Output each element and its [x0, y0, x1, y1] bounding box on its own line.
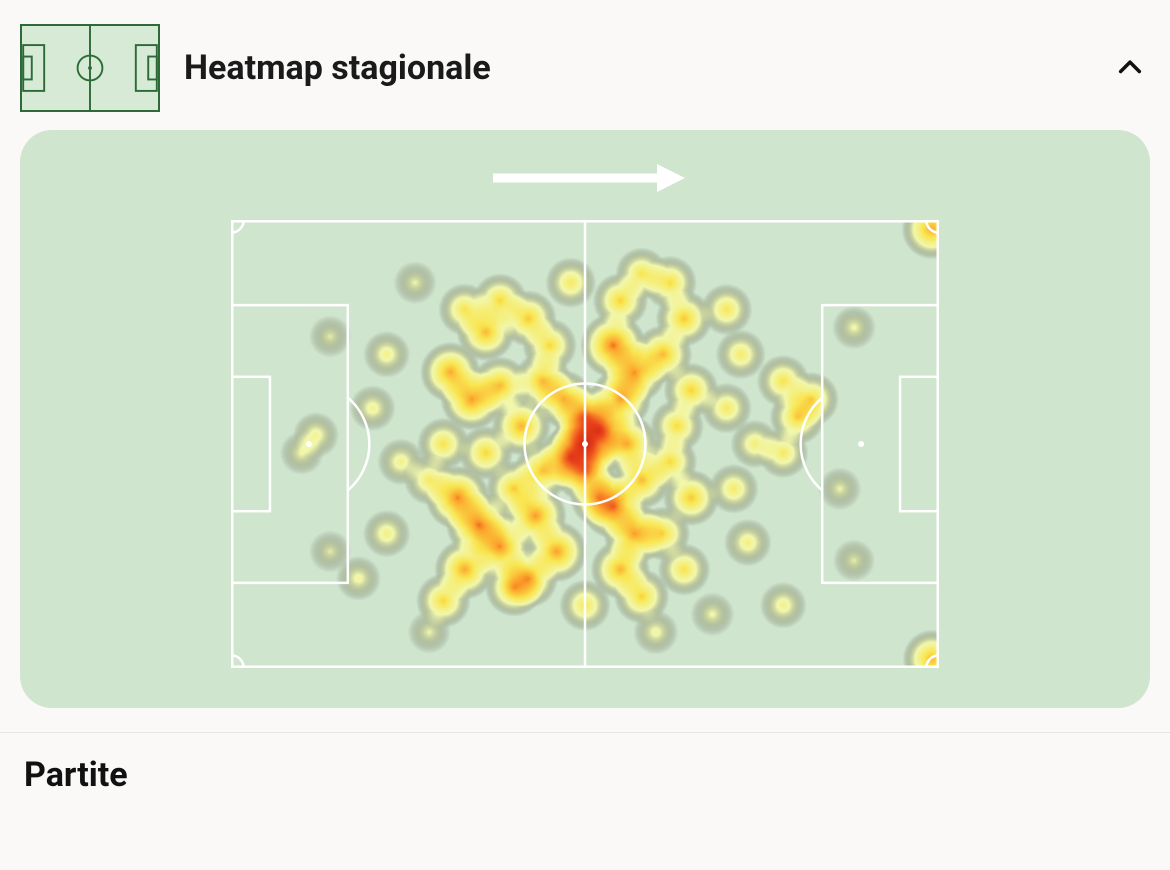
next-section-title: Partite: [24, 755, 1146, 795]
pitch-heatmap: [231, 220, 939, 668]
chevron-up-icon: [1116, 54, 1144, 82]
pitch-icon: [20, 24, 160, 112]
heatmap-section: Heatmap stagionale: [0, 0, 1170, 733]
next-section-header[interactable]: Partite: [0, 733, 1170, 795]
section-title: Heatmap stagionale: [184, 48, 1086, 88]
heatmap-canvas: [231, 220, 939, 668]
section-header[interactable]: Heatmap stagionale: [20, 12, 1150, 130]
collapse-toggle[interactable]: [1110, 48, 1150, 88]
heatmap-panel: [20, 130, 1150, 708]
play-direction-arrow-icon: [485, 160, 685, 200]
